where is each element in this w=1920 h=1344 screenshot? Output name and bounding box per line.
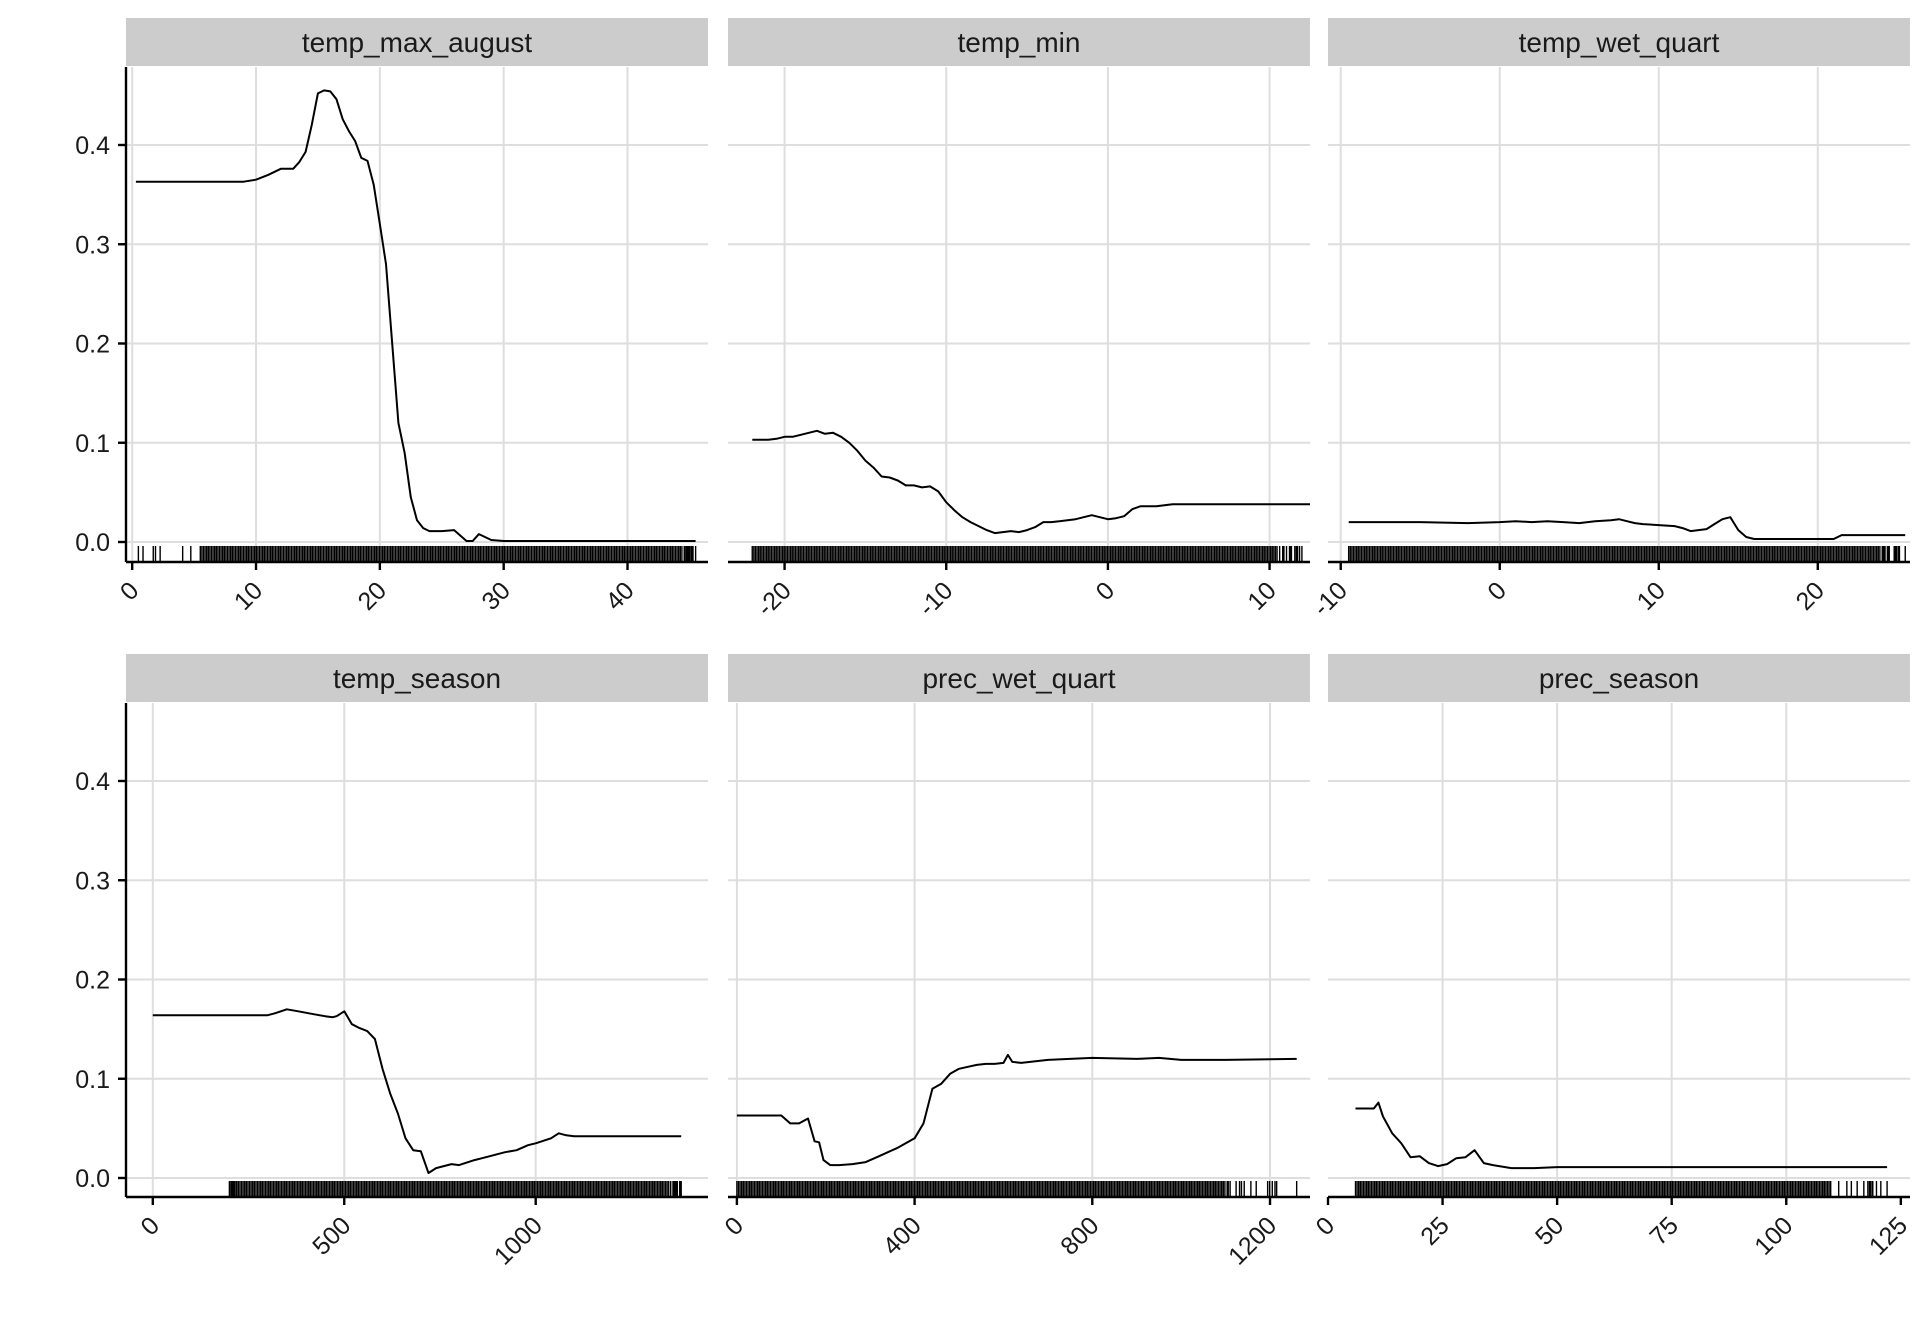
pdp-line xyxy=(1348,516,1906,540)
x-tick-label: 800 xyxy=(1055,1211,1104,1260)
x-tick-label: 10 xyxy=(1242,576,1281,615)
facet-panel-prec_season: prec_season 0 25 50 75 100 125 xyxy=(1311,654,1913,1261)
pdp-line xyxy=(752,429,1310,535)
facet-strip xyxy=(728,654,1310,702)
y-tick-label: 0.1 xyxy=(75,1066,110,1094)
facet-panel-temp_max_august: temp_max_august 0.0 0.1 0.2 0.3 0.4 0 10 20 30 40 xyxy=(75,18,708,616)
x-tick-label: 25 xyxy=(1415,1211,1454,1250)
y-tick-label: 0.3 xyxy=(75,867,110,895)
x-tick-label: 30 xyxy=(476,576,515,615)
facet-title: prec_wet_quart xyxy=(922,663,1115,694)
x-tick-label: 0 xyxy=(1091,576,1121,606)
x-tick-label: 125 xyxy=(1864,1211,1913,1260)
y-tick-label: 0.4 xyxy=(75,132,110,160)
facet-strip xyxy=(728,18,1310,66)
pdp-line xyxy=(736,1053,1297,1167)
y-tick-label: 0.4 xyxy=(75,768,110,796)
y-tick-label: 0.3 xyxy=(75,231,110,259)
facet-title: temp_wet_quart xyxy=(1519,27,1720,58)
x-tick-label: -10 xyxy=(913,576,958,621)
y-tick-label: 0.1 xyxy=(75,430,110,458)
x-tick-label: 500 xyxy=(307,1211,356,1260)
x-tick-label: -20 xyxy=(751,576,796,621)
x-tick-label: 0 xyxy=(135,1211,165,1241)
x-tick-label: 1000 xyxy=(489,1211,548,1270)
facet-strip xyxy=(126,18,708,66)
x-tick-label: 0 xyxy=(1311,1211,1341,1241)
y-tick-label: 0.0 xyxy=(75,1165,110,1193)
facet-panel-temp_min: temp_min -20 -10 0 10 xyxy=(728,18,1310,622)
facet-title: temp_max_august xyxy=(302,27,533,58)
x-tick-label: 10 xyxy=(1632,576,1671,615)
x-tick-label: 50 xyxy=(1530,1211,1569,1250)
x-tick-label: 0 xyxy=(115,576,145,606)
x-tick-label: 20 xyxy=(1791,576,1830,615)
y-tick-label: 0.0 xyxy=(75,529,110,557)
x-tick-label: 40 xyxy=(600,576,639,615)
x-tick-label: 0 xyxy=(1482,576,1512,606)
facet-strip xyxy=(1328,654,1910,702)
x-tick-label: -10 xyxy=(1308,576,1353,621)
x-tick-label: 1200 xyxy=(1223,1211,1282,1270)
y-tick-label: 0.2 xyxy=(75,967,110,995)
facet-title: prec_season xyxy=(1539,663,1699,694)
x-tick-label: 100 xyxy=(1749,1211,1798,1260)
x-tick-label: 400 xyxy=(878,1211,927,1260)
facet-panel-temp_season: temp_season 0.0 0.1 0.2 0.3 0.4 0 500 1000 xyxy=(75,654,708,1271)
x-tick-label: 10 xyxy=(229,576,268,615)
facet-title: temp_season xyxy=(333,663,501,694)
x-tick-label: 75 xyxy=(1644,1211,1683,1250)
x-tick-label: 20 xyxy=(353,576,392,615)
pdp-line xyxy=(135,89,696,542)
pdp-line xyxy=(152,1008,682,1174)
pdp-line xyxy=(1355,1101,1888,1170)
y-tick-label: 0.2 xyxy=(75,331,110,359)
facet-title: temp_min xyxy=(958,27,1081,58)
facet-panel-temp_wet_quart: temp_wet_quart -10 0 10 20 xyxy=(1308,18,1910,622)
facet-panel-prec_wet_quart: prec_wet_quart 0 400 800 1200 xyxy=(719,654,1310,1271)
x-tick-label: 0 xyxy=(719,1211,749,1241)
facet-strip xyxy=(126,654,708,702)
facet-strip xyxy=(1328,18,1910,66)
